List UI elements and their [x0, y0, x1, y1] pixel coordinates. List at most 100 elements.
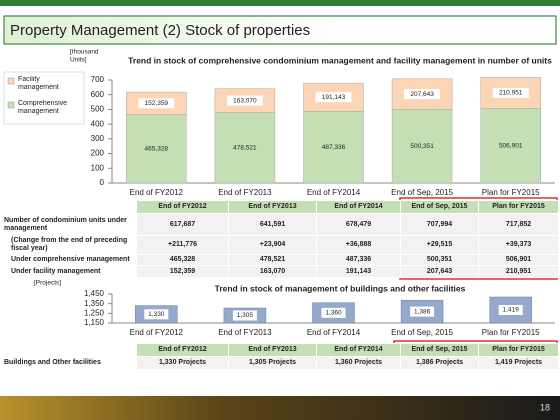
value-label-bg [498, 304, 523, 315]
column-header: End of FY2013 [228, 200, 317, 214]
bar-segment [126, 114, 187, 184]
table-cell: +36,888 [316, 235, 401, 255]
table-cell: 617,687 [136, 213, 229, 236]
value-label: 163,070 [233, 97, 257, 104]
row-label: Number of condominium units under manage… [0, 213, 137, 236]
table-corner [0, 200, 137, 214]
column-header: End of FY2014 [316, 343, 401, 357]
table-cell: +39,373 [478, 235, 559, 255]
column-header: Plan for FY2015 [478, 200, 559, 214]
value-label: 1,419 [503, 307, 520, 314]
row-label: Under comprehensive management [0, 254, 137, 266]
value-label: 1,330 [148, 311, 165, 318]
y-axis-label: [Projects] [34, 280, 61, 287]
value-label-bg [404, 89, 441, 100]
column-header: End of Sep, 2015 [400, 200, 479, 214]
x-tick-label: End of Sep, 2015 [391, 188, 453, 197]
chart-title: Trend in stock of management of building… [215, 283, 466, 293]
legend-label: Comprehensive management [18, 100, 68, 115]
y-axis-label: Units] [70, 57, 87, 64]
legend-label: Facility management [18, 76, 59, 91]
value-label-bg [226, 95, 263, 106]
bar-segment [303, 111, 364, 184]
y-tick-label: 100 [91, 163, 105, 172]
column-header: End of FY2013 [228, 343, 317, 357]
value-label: 465,328 [145, 145, 169, 152]
table-cell: 717,852 [478, 213, 559, 236]
bar-segment [480, 108, 541, 184]
y-tick-label: 1,450 [84, 289, 105, 298]
column-header: End of FY2012 [136, 200, 229, 214]
footer-band [0, 396, 560, 420]
legend-box [3, 71, 85, 125]
x-tick-label: End of FY2013 [218, 328, 272, 337]
table-cell: +29,515 [400, 235, 479, 255]
top-band [0, 0, 560, 6]
x-tick-label: End of FY2013 [218, 188, 272, 197]
legend-swatch [7, 77, 15, 85]
y-tick-label: 500 [91, 105, 105, 114]
value-label: 1,360 [325, 310, 342, 317]
value-label-bg [410, 306, 435, 317]
table-cell: 500,351 [400, 254, 479, 266]
y-tick-label: 1,150 [84, 318, 105, 327]
y-tick-label: 0 [100, 178, 105, 187]
value-label: 500,351 [410, 143, 434, 150]
y-tick-label: 600 [91, 90, 105, 99]
value-label: 478,521 [233, 145, 257, 152]
table-cell: 465,328 [136, 254, 229, 266]
value-label-bg [144, 309, 169, 320]
value-label: 506,901 [499, 142, 523, 149]
table-cell: 152,359 [136, 265, 229, 278]
page-number: 18 [540, 402, 550, 412]
slide-title: Property Management (2) Stock of propert… [10, 22, 310, 39]
table-cell: 210,951 [478, 265, 559, 278]
table-cell: +23,904 [228, 235, 317, 255]
x-tick-label: End of FY2014 [307, 188, 361, 197]
column-header: Plan for FY2015 [478, 343, 559, 357]
table-cell: +211,776 [136, 235, 229, 255]
y-tick-label: 300 [91, 134, 105, 143]
legend-label-box: Facility management [18, 76, 59, 91]
value-label: 191,143 [322, 94, 346, 101]
row-label: (Change from the end of preceding fiscal… [0, 235, 137, 255]
x-tick-label: End of Sep, 2015 [391, 328, 453, 337]
value-label: 207,643 [410, 91, 434, 98]
value-label: 210,951 [499, 90, 523, 97]
table-cell: 478,521 [228, 254, 317, 266]
table-cell: 487,336 [316, 254, 401, 266]
value-label: 152,359 [145, 100, 169, 107]
table-cell: 207,643 [400, 265, 479, 278]
x-tick-label: Plan for FY2015 [482, 188, 540, 197]
table-cell: 163,070 [228, 265, 317, 278]
legend-label-box: Comprehensive management [18, 100, 68, 115]
value-label-bg [315, 92, 352, 103]
data-table: End of FY2012 End of FY2013 End of FY2014 E… [0, 343, 559, 370]
value-label-bg [232, 310, 257, 321]
table-corner [0, 343, 137, 357]
legend-swatch [7, 101, 15, 109]
x-tick-label: End of FY2012 [130, 188, 184, 197]
row-label: Buildings and Other facilities [0, 356, 137, 370]
y-tick-label: 1,250 [84, 308, 105, 317]
column-header: End of Sep, 2015 [400, 343, 479, 357]
table-cell: 1,360 Projects [316, 356, 401, 370]
x-tick-label: End of FY2014 [307, 328, 361, 337]
value-label-bg [138, 98, 175, 109]
y-tick-label: 1,350 [84, 299, 105, 308]
column-header: End of FY2014 [316, 200, 401, 214]
value-label: 1,386 [414, 308, 431, 315]
y-tick-label: 200 [91, 149, 105, 158]
bar-segment [391, 109, 453, 184]
table-cell: 707,994 [400, 213, 479, 236]
table-cell: 1,386 Projects [400, 356, 479, 370]
column-header: End of FY2012 [136, 343, 229, 357]
table-cell: 1,330 Projects [136, 356, 229, 370]
value-label-bg [492, 87, 529, 98]
value-label: 1,305 [237, 312, 254, 319]
x-tick-label: End of FY2012 [130, 328, 184, 337]
table-cell: 678,479 [316, 213, 401, 236]
table-cell: 641,591 [228, 213, 317, 236]
